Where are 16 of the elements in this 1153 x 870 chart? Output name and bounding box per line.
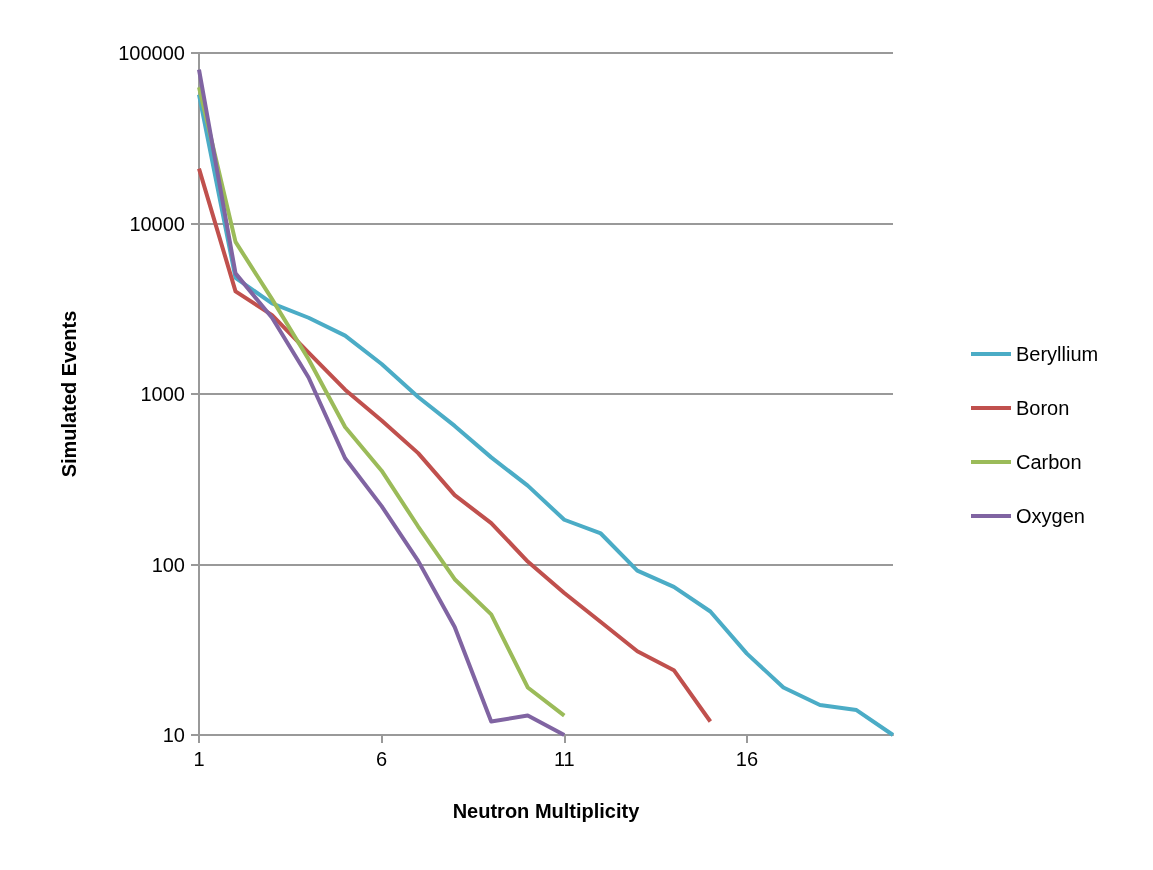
legend-label: Carbon	[1016, 451, 1082, 473]
y-axis-title: Simulated Events	[58, 310, 80, 478]
legend-label: Beryllium	[1016, 343, 1099, 365]
y-tick-label: 100	[151, 553, 185, 576]
legend-label: Oxygen	[1016, 505, 1085, 527]
y-tick-label: 100000	[118, 42, 185, 64]
x-axis-title: Neutron Multiplicity	[452, 800, 641, 822]
y-tick-label: 10000	[129, 212, 185, 235]
y-tick-label: 10	[162, 724, 185, 746]
legend-label: Boron	[1016, 397, 1070, 419]
x-tick-label: 11	[553, 748, 575, 770]
line-series	[197, 166, 713, 724]
y-tick-label: 1000	[140, 383, 185, 405]
x-tick-label: 16	[735, 748, 759, 770]
x-tick-label: 1	[193, 748, 205, 770]
x-tick-label: 6	[376, 748, 388, 770]
